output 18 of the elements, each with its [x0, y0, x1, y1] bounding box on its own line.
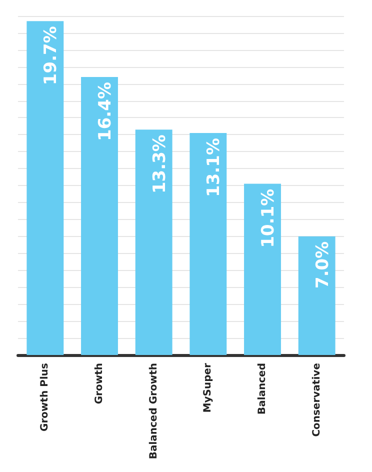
- data-label: 10.1%: [258, 188, 278, 248]
- data-label: 19.7%: [41, 26, 62, 86]
- x-tick-label: Conservative: [311, 362, 322, 437]
- data-label: 7.0%: [312, 241, 333, 289]
- bar: [298, 236, 336, 355]
- bar: [135, 130, 172, 355]
- x-tick-label: MySuper: [202, 362, 214, 413]
- bar: [81, 77, 118, 355]
- data-label: 13.1%: [204, 138, 224, 197]
- bar: [26, 21, 64, 355]
- bar: [244, 184, 281, 355]
- x-tick-label: Growth: [94, 363, 105, 404]
- x-tick-label: Balanced: [257, 363, 268, 415]
- data-label: 13.3%: [150, 134, 170, 194]
- x-tick-label: Growth Plus: [40, 362, 51, 432]
- x-tick-label: Balanced Growth: [148, 363, 160, 460]
- bar: [190, 132, 227, 355]
- data-label: 16.4%: [96, 82, 116, 142]
